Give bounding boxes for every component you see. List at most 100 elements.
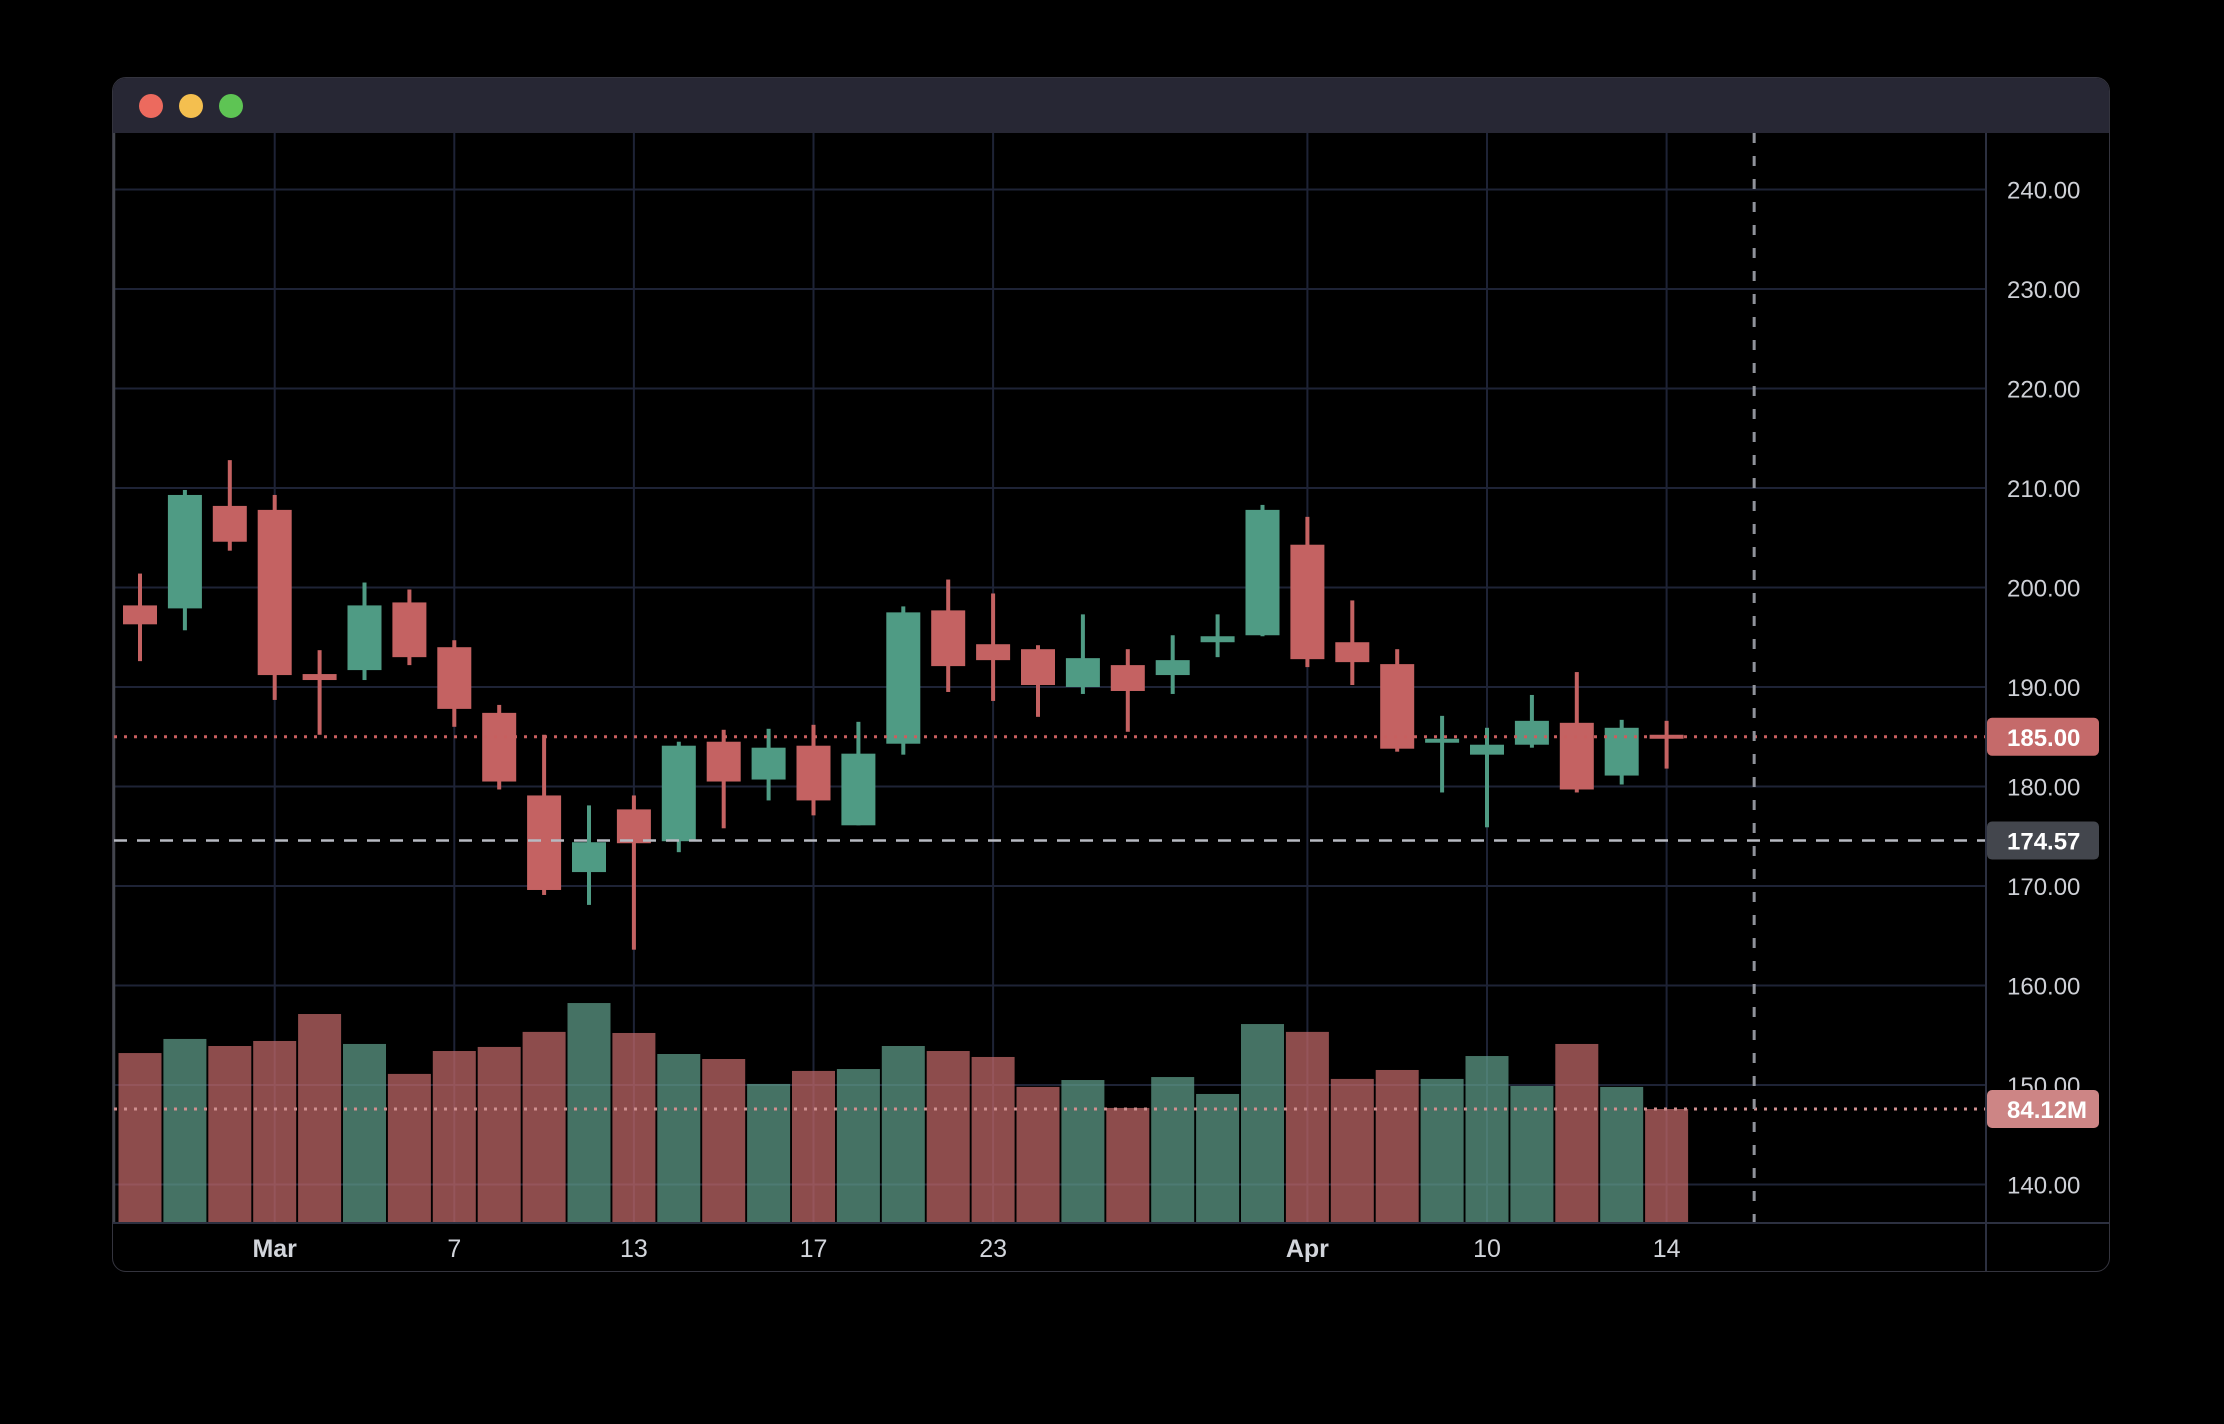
price-tick-label: 200.00 [2007,576,2080,603]
time-axis-label: Mar [252,1235,297,1263]
volume-bar[interactable] [1061,1080,1105,1223]
volume-bar[interactable] [477,1046,521,1223]
candle[interactable] [527,795,562,890]
volume-bar[interactable] [1420,1078,1464,1223]
volume-bar[interactable] [163,1038,207,1223]
window-titlebar[interactable] [113,78,2109,133]
candle[interactable] [1380,664,1415,749]
volume-bar[interactable] [926,1051,970,1223]
price-tick-label: 170.00 [2007,874,2080,901]
candle[interactable] [1110,665,1145,691]
price-tick-label: 210.00 [2007,476,2080,503]
minimize-button[interactable] [179,93,203,118]
candle[interactable] [1425,738,1460,743]
candle[interactable] [1290,544,1325,660]
candle[interactable] [1604,727,1639,776]
candle[interactable] [1514,720,1549,745]
candle[interactable] [437,647,472,709]
volume-bar[interactable] [432,1051,476,1223]
volume-bar[interactable] [1555,1043,1599,1223]
last-price-badge-label: 185.00 [2007,725,2080,752]
volume-bar[interactable] [1285,1031,1329,1223]
candle[interactable] [616,809,651,844]
candle[interactable] [572,842,606,873]
candle[interactable] [661,745,696,842]
candle[interactable] [167,494,202,609]
volume-bar[interactable] [747,1083,791,1223]
volume-bar[interactable] [567,1003,611,1223]
candle[interactable] [976,644,1011,661]
candle[interactable] [796,745,831,801]
volume-bar[interactable] [208,1045,252,1223]
volume-bar[interactable] [1600,1086,1644,1223]
candle[interactable] [257,509,292,676]
chart-canvas[interactable]: 240.00 230.00 220.00 210.00 200.00 190.00 180.… [113,133,2109,1272]
time-axis-label: 7 [447,1235,461,1263]
candle[interactable] [302,674,337,681]
volume-bar[interactable] [1465,1056,1509,1223]
zoom-button[interactable] [219,93,243,118]
volume-bar[interactable] [387,1073,431,1223]
candle[interactable] [706,741,741,782]
volume-bar[interactable] [792,1070,835,1223]
price-tick-label: 140.00 [2007,1173,2080,1200]
candle[interactable] [347,605,382,671]
last-volume-badge-label: 84.12M [2007,1097,2087,1124]
candle[interactable] [1065,658,1100,687]
candle[interactable] [931,610,966,667]
candle[interactable] [886,612,921,744]
last-price-badge [1987,717,2099,756]
time-axis-label: 10 [1473,1235,1501,1263]
volume-bar[interactable] [657,1053,701,1223]
close-button[interactable] [139,93,163,118]
candle[interactable] [212,505,247,542]
volume-bar[interactable] [881,1045,925,1223]
volume-bar[interactable] [1645,1108,1689,1223]
volume-bar[interactable] [612,1032,656,1223]
candle[interactable] [1335,642,1370,663]
time-axis-label: 17 [800,1235,828,1263]
candle-wick [1440,715,1445,793]
candle[interactable] [751,747,786,780]
price-tick-label: 230.00 [2007,277,2080,304]
volume-bar[interactable] [1241,1024,1284,1223]
price-tick-label: 240.00 [2007,178,2080,205]
volume-bar[interactable] [253,1040,297,1223]
candle-wick [1080,614,1085,694]
candle[interactable] [1200,636,1235,643]
price-tick-label: 190.00 [2007,675,2080,702]
price-tick-label: 160.00 [2007,974,2080,1001]
candle[interactable] [123,605,157,625]
candlestick-chart[interactable]: 240.00 230.00 220.00 210.00 200.00 190.00 180.… [113,133,2109,1272]
volume-bar[interactable] [1330,1078,1374,1223]
candle[interactable] [392,602,427,658]
volume-bar[interactable] [298,1014,342,1223]
volume-bar[interactable] [1151,1077,1195,1223]
volume-bar[interactable] [702,1059,746,1223]
candle[interactable] [841,753,876,826]
candle[interactable] [1245,509,1280,636]
candle[interactable] [1155,660,1190,676]
volume-bar[interactable] [971,1056,1015,1223]
volume-bar[interactable] [836,1069,880,1223]
price-tick-label: 220.00 [2007,377,2080,404]
time-axis-label: 13 [620,1235,648,1263]
volume-bar[interactable] [1016,1086,1060,1223]
volume-bar[interactable] [343,1043,386,1223]
volume-bar[interactable] [1375,1069,1419,1223]
candle-wick [1485,727,1489,828]
volume-bar[interactable] [1196,1093,1240,1223]
candle-wick [1664,720,1669,769]
volume-bar[interactable] [1510,1085,1554,1223]
last-volume-badge [1987,1089,2099,1128]
volume-bar[interactable] [118,1053,162,1223]
candle[interactable] [1021,649,1055,686]
candle-wick [227,460,232,551]
candle[interactable] [482,712,517,782]
time-axis-label: 14 [1653,1235,1681,1263]
candle-wick [1215,614,1220,658]
candle[interactable] [1559,722,1594,790]
candle[interactable] [1470,744,1504,755]
volume-bar[interactable] [1106,1107,1150,1223]
volume-bar[interactable] [522,1031,566,1223]
